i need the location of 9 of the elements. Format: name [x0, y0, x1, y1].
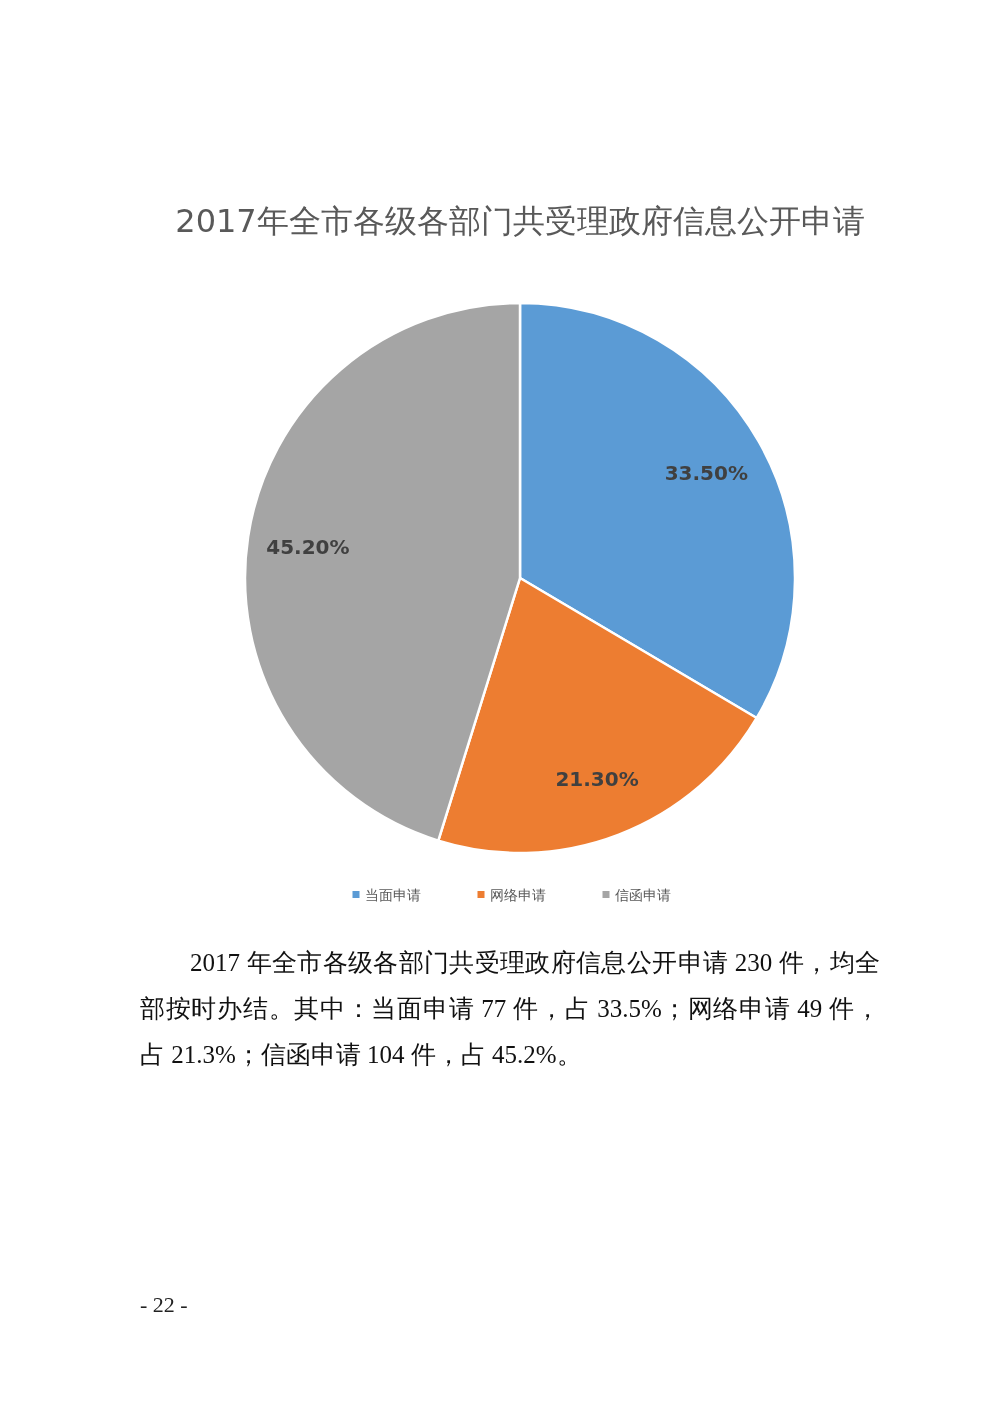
legend-label: 网络申请 [489, 887, 546, 903]
chart-title: 2017年全市各级各部门共受理政府信息公开申请 [175, 202, 865, 240]
data-label: 45.20% [266, 534, 350, 559]
legend-label: 信函申请 [614, 887, 671, 903]
data-label: 33.50% [664, 460, 748, 485]
text: - 22 - [140, 1292, 188, 1318]
data-label: 21.30% [555, 767, 639, 792]
text: 2017 年全市各级各部门共受理政府信息公开申请 230 件，均全部按时办结。其中：当面申请 77 件，占 33.5%；网络申请 49 件，占 21.3%；信函申请 104 件，占 45.2%。 [140, 948, 880, 1070]
legend-label: 当面申请 [364, 887, 421, 903]
